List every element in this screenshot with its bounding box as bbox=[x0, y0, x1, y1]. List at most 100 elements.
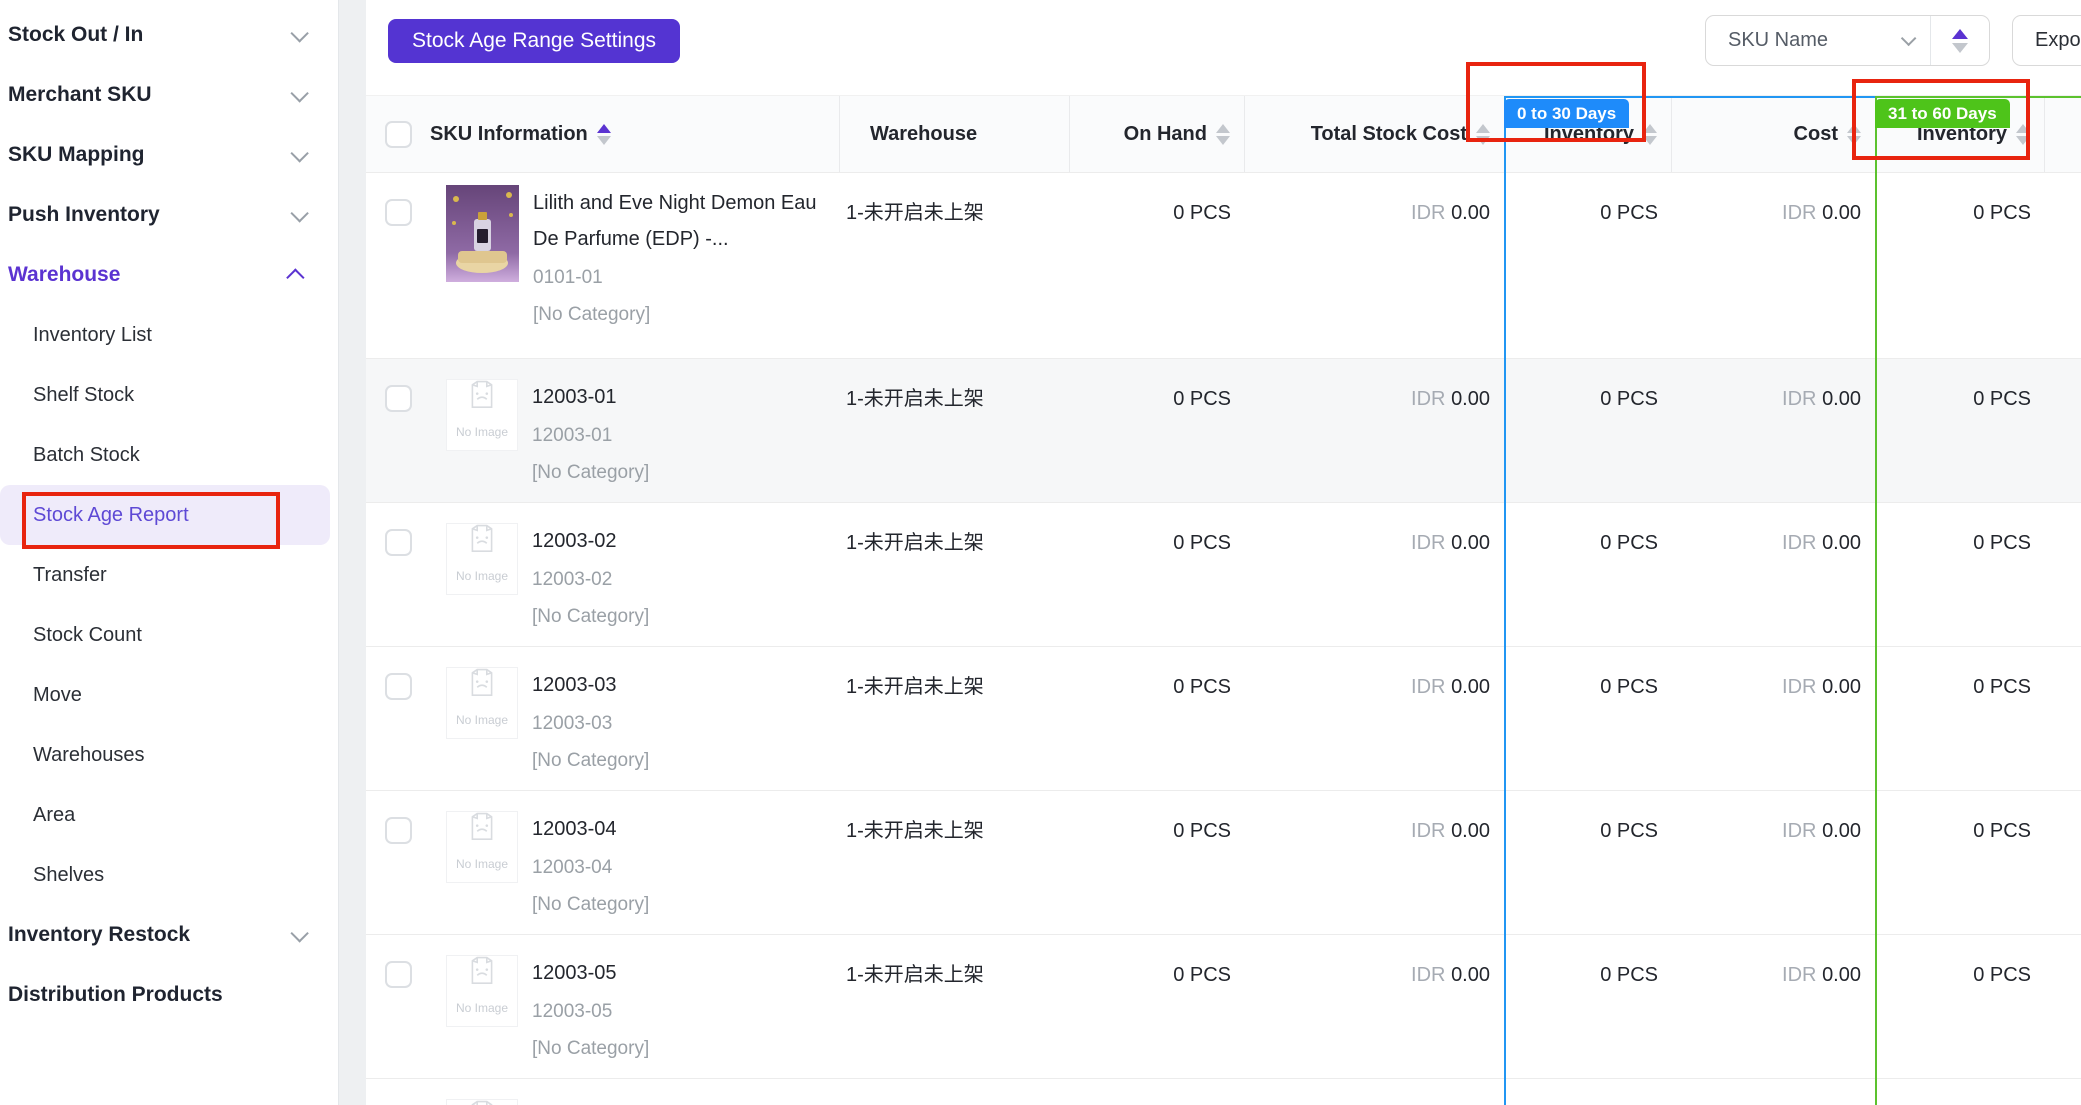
sidebar-item[interactable]: Area bbox=[0, 785, 338, 845]
no-image-label: No Image bbox=[455, 569, 509, 583]
chevron-down-icon bbox=[1900, 30, 1917, 47]
header-sku-information[interactable]: SKU Information bbox=[430, 96, 840, 172]
sort-field-select-group: SKU Name bbox=[1705, 15, 1990, 66]
total-stock-cost-cell: IDR 0.00 bbox=[1245, 791, 1504, 934]
amount: 0.00 bbox=[1451, 964, 1490, 986]
sort-asc-icon bbox=[1952, 28, 1968, 39]
no-image-label: No Image bbox=[455, 857, 509, 871]
sort-control[interactable] bbox=[596, 123, 611, 145]
cost-0-30-cell: IDR 0.00 bbox=[1672, 173, 1875, 358]
sort-control[interactable] bbox=[1216, 123, 1230, 145]
sidebar-item-label: Stock Count bbox=[33, 623, 142, 646]
currency-label: IDR bbox=[1782, 202, 1817, 224]
sidebar-item[interactable]: Move bbox=[0, 665, 338, 725]
sidebar-item[interactable]: Shelf Stock bbox=[0, 365, 338, 425]
stock-age-range-settings-button[interactable]: Stock Age Range Settings bbox=[388, 19, 680, 63]
sidebar-item[interactable]: Warehouses bbox=[0, 725, 338, 785]
header-cost-0-30[interactable]: Cost bbox=[1672, 96, 1875, 172]
row-checkbox[interactable] bbox=[384, 529, 412, 556]
sidebar-item-label: Merchant SKU bbox=[8, 83, 152, 106]
sidebar-item[interactable]: Warehouse bbox=[0, 245, 338, 305]
row-checkbox[interactable] bbox=[384, 673, 412, 700]
inventory-0-30-cell: 0 PCS bbox=[1600, 388, 1658, 410]
group-topline-31-60 bbox=[1875, 96, 2081, 98]
on-hand-cell: 0 PCS bbox=[1070, 1079, 1245, 1105]
group-divider-0-30 bbox=[1504, 96, 1506, 1105]
inventory-0-30-cell: 0 PCS bbox=[1600, 202, 1658, 224]
sku-category: [No Category] bbox=[532, 894, 650, 915]
sort-desc-icon bbox=[596, 135, 611, 145]
sort-control[interactable] bbox=[1847, 123, 1861, 145]
sort-control[interactable] bbox=[2016, 123, 2030, 145]
total-stock-cost-cell: IDR 0.00 bbox=[1245, 647, 1504, 790]
table-row: No Image 12003-01 12003-01 [No Category]… bbox=[366, 359, 2081, 503]
inventory-31-60-cell: 0 PCS bbox=[1973, 964, 2031, 986]
warehouse-cell: 1-未开启未上架 bbox=[846, 532, 984, 554]
sort-field-value: SKU Name bbox=[1728, 29, 1829, 51]
row-checkbox[interactable] bbox=[384, 817, 412, 844]
product-image: No Image bbox=[446, 523, 518, 595]
sort-asc-icon bbox=[1643, 123, 1657, 133]
header-label: On Hand bbox=[1123, 122, 1207, 145]
sidebar-item[interactable]: Inventory List bbox=[0, 305, 338, 365]
sidebar-item[interactable]: Batch Stock bbox=[0, 425, 338, 485]
sidebar-item-label: Push Inventory bbox=[8, 203, 160, 226]
header-total-stock-cost[interactable]: Total Stock Cost bbox=[1245, 96, 1504, 172]
sidebar-item[interactable]: Merchant SKU bbox=[0, 65, 338, 125]
sku-title: 12003-03 bbox=[532, 674, 617, 696]
sidebar-item-label: Warehouse bbox=[8, 263, 121, 286]
sidebar-item[interactable]: Stock Count bbox=[0, 605, 338, 665]
product-image: No Image bbox=[446, 811, 518, 883]
sidebar-item[interactable]: SKU Mapping bbox=[0, 125, 338, 185]
warehouse-cell: 1-未开启未上架 bbox=[840, 1079, 1070, 1105]
chevron-icon bbox=[290, 203, 309, 223]
sort-asc-icon bbox=[596, 123, 611, 133]
export-button[interactable]: Export bbox=[2012, 15, 2081, 66]
sku-category: [No Category] bbox=[533, 304, 651, 325]
sidebar-item[interactable]: Shelves bbox=[0, 845, 338, 905]
amount: 0.00 bbox=[1451, 820, 1490, 842]
header-on-hand[interactable]: On Hand bbox=[1070, 96, 1245, 172]
warehouse-cell: 1-未开启未上架 bbox=[846, 964, 984, 986]
cost-0-30-cell: IDR 0.00 bbox=[1672, 791, 1875, 934]
on-hand-cell: 0 PCS bbox=[1173, 532, 1231, 554]
sidebar-item[interactable]: Inventory Restock bbox=[0, 905, 338, 965]
inventory-31-60-cell: 0 PCS bbox=[1973, 388, 2031, 410]
select-all-checkbox[interactable] bbox=[384, 120, 412, 148]
sort-field-select[interactable]: SKU Name bbox=[1706, 16, 1930, 65]
total-stock-cost-cell: IDR 0.00 bbox=[1245, 173, 1504, 358]
sort-order-toggle[interactable] bbox=[1931, 16, 1989, 65]
sidebar-item-label: Batch Stock bbox=[33, 443, 140, 466]
cost-0-30-cell: IDR 0.00 bbox=[1672, 359, 1875, 502]
on-hand-cell: 0 PCS bbox=[1173, 820, 1231, 842]
sidebar-item[interactable]: Stock Age Report bbox=[0, 485, 330, 545]
table-row: No Image 12003-06 12003-06 [No Category]… bbox=[366, 1079, 2081, 1105]
inventory-31-60-cell: 0 PCS bbox=[1973, 202, 2031, 224]
sidebar-item[interactable]: Distribution Products bbox=[0, 965, 338, 1025]
inventory-0-30-cell: 0 PCS bbox=[1600, 820, 1658, 842]
row-checkbox[interactable] bbox=[384, 385, 412, 412]
sidebar-item-label: Area bbox=[33, 803, 76, 826]
table-header-row: SKU Information Warehouse On Hand Total … bbox=[366, 96, 2081, 173]
no-image-icon bbox=[471, 524, 493, 552]
sku-title: 12003-06 bbox=[532, 1099, 649, 1105]
header-label: SKU Information bbox=[430, 122, 588, 145]
sidebar-item[interactable]: Stock Out / In bbox=[0, 5, 338, 65]
sidebar-item-label: SKU Mapping bbox=[8, 143, 145, 166]
sort-control[interactable] bbox=[1643, 123, 1657, 145]
inventory-31-60-cell: 0 PCS bbox=[1875, 1079, 2045, 1105]
sidebar-item[interactable]: Transfer bbox=[0, 545, 338, 605]
sidebar-content-gutter bbox=[338, 0, 366, 1105]
sort-control[interactable] bbox=[1476, 123, 1490, 145]
sort-asc-icon bbox=[2016, 123, 2030, 133]
total-stock-cost-cell: IDR 0.00 bbox=[1245, 503, 1504, 646]
header-inventory-31-60[interactable]: Inventory bbox=[1875, 96, 2045, 172]
total-stock-cost-cell: IDR 0.00 bbox=[1245, 935, 1504, 1078]
sidebar-item-label: Shelves bbox=[33, 863, 105, 886]
sidebar-item-label: Move bbox=[33, 683, 82, 706]
sku-code: 12003-05 bbox=[532, 1001, 613, 1022]
sidebar-item[interactable]: Push Inventory bbox=[0, 185, 338, 245]
row-checkbox[interactable] bbox=[384, 199, 412, 226]
row-checkbox[interactable] bbox=[384, 961, 412, 988]
